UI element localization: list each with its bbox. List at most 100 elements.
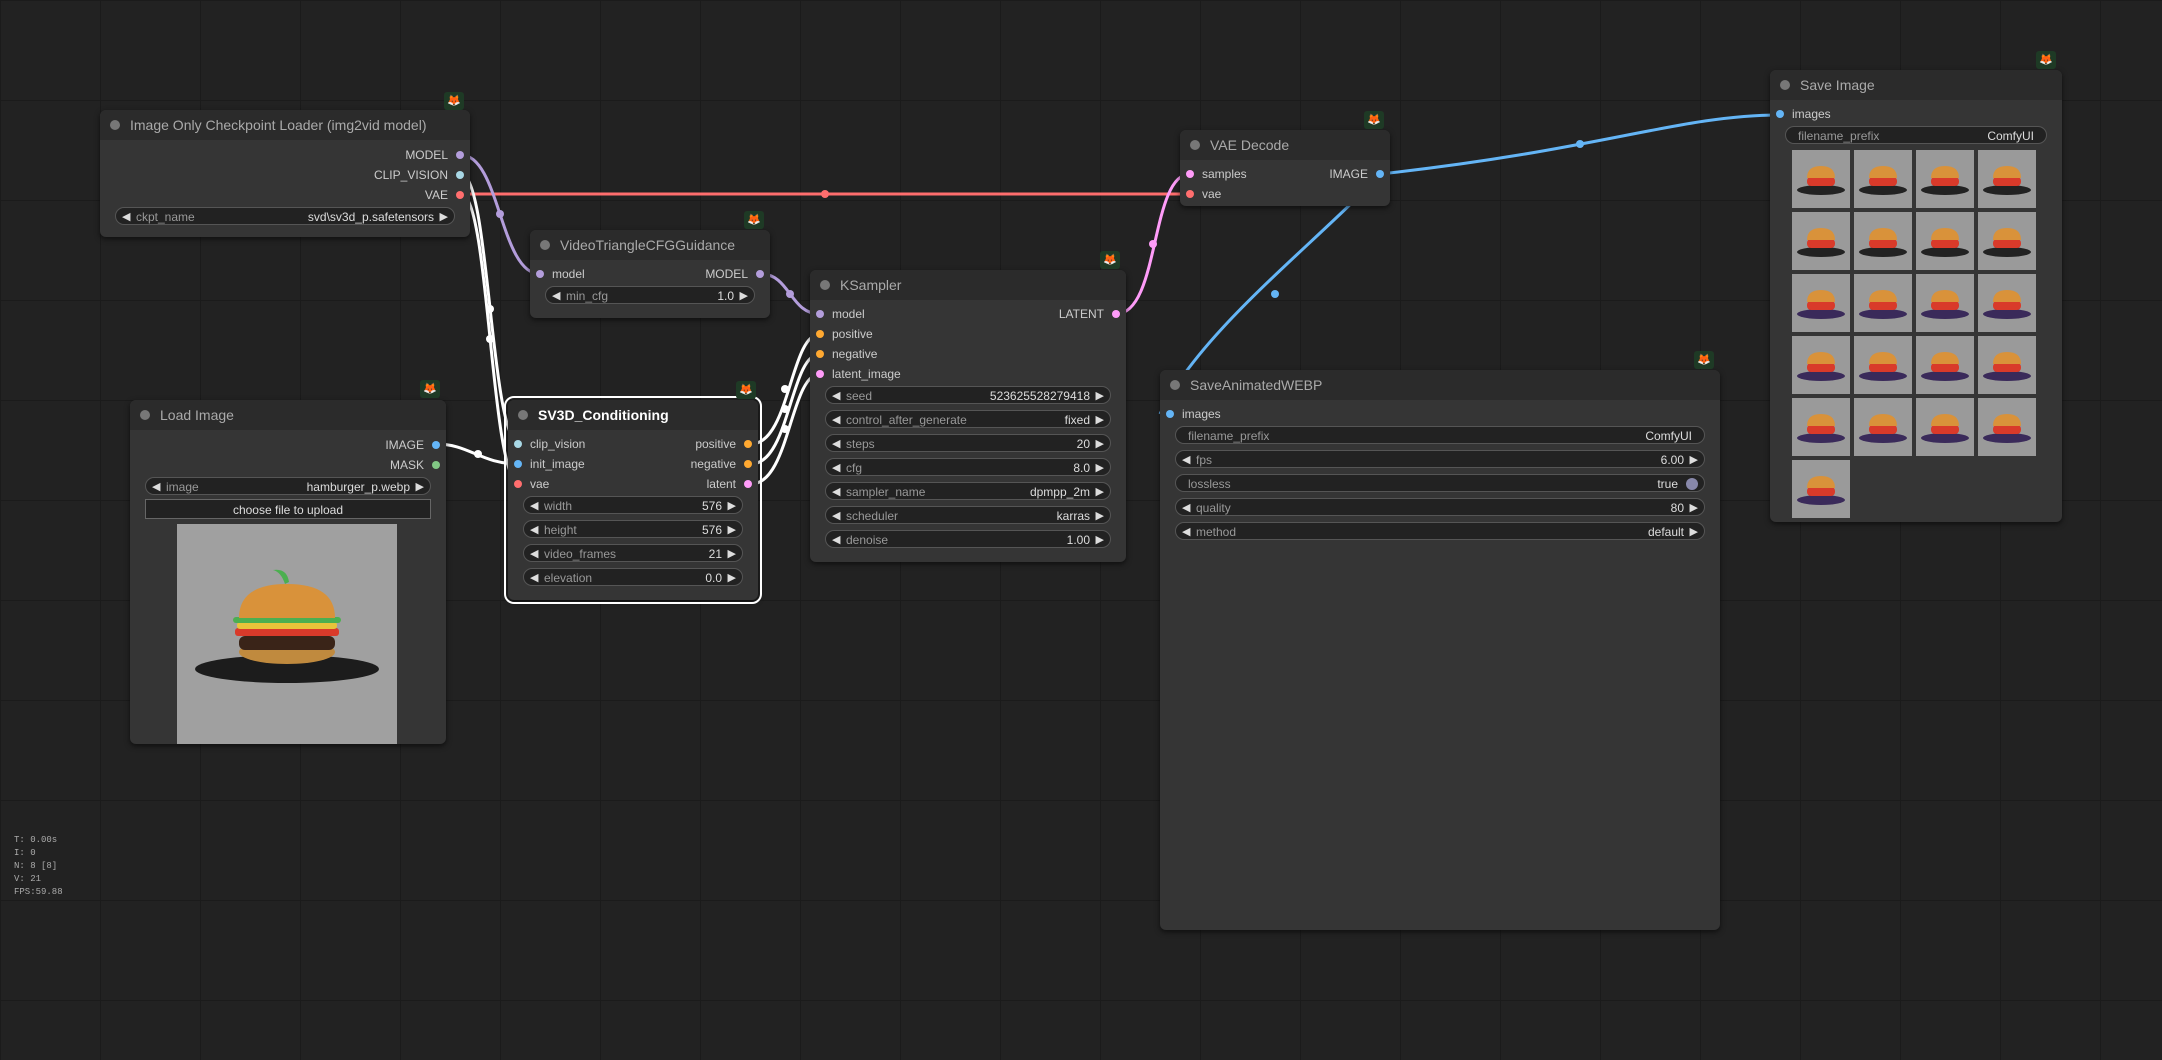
arrow-right-icon[interactable]: ▶ <box>727 524 736 536</box>
output-model[interactable]: MODEL <box>405 147 464 163</box>
arrow-left-icon[interactable]: ◀ <box>530 572 539 584</box>
collapse-dot[interactable] <box>1780 80 1790 90</box>
filename-prefix-widget[interactable]: filename_prefix ComfyUI <box>1785 126 2047 144</box>
output-latent[interactable]: latent <box>707 476 752 492</box>
collapse-dot[interactable] <box>518 410 528 420</box>
input-positive[interactable]: positive <box>816 326 873 342</box>
output-thumbnail[interactable] <box>1978 336 2036 394</box>
arrow-left-icon[interactable]: ◀ <box>832 486 841 498</box>
quality-widget[interactable]: ◀ quality 80 ▶ <box>1175 498 1705 516</box>
steps-widget[interactable]: ◀ steps 20 ▶ <box>825 434 1111 452</box>
output-model[interactable]: MODEL <box>705 266 764 282</box>
control-after-generate-widget[interactable]: ◀ control_after_generate fixed ▶ <box>825 410 1111 428</box>
image-select-widget[interactable]: ◀ image hamburger_p.webp ▶ <box>145 477 431 495</box>
output-pin[interactable] <box>1376 170 1384 178</box>
output-thumbnail[interactable] <box>1854 398 1912 456</box>
output-thumbnail[interactable] <box>1854 212 1912 270</box>
output-thumbnail[interactable] <box>1978 212 2036 270</box>
input-vae[interactable]: vae <box>514 476 549 492</box>
arrow-left-icon[interactable]: ◀ <box>832 390 841 402</box>
node-load-image[interactable]: Load Image IMAGE MASK ◀ image hamburger_… <box>130 400 446 744</box>
node-title[interactable]: SV3D_Conditioning <box>508 400 758 430</box>
collapse-dot[interactable] <box>1190 140 1200 150</box>
arrow-left-icon[interactable]: ◀ <box>832 510 841 522</box>
output-pin[interactable] <box>744 460 752 468</box>
arrow-left-icon[interactable]: ◀ <box>832 438 841 450</box>
input-pin[interactable] <box>816 370 824 378</box>
arrow-left-icon[interactable]: ◀ <box>152 481 161 493</box>
input-pin[interactable] <box>816 310 824 318</box>
arrow-right-icon[interactable]: ▶ <box>415 481 424 493</box>
ckpt-name-widget[interactable]: ◀ ckpt_name svd\sv3d_p.safetensors ▶ <box>115 207 455 225</box>
arrow-left-icon[interactable]: ◀ <box>1182 454 1191 466</box>
input-latent-image[interactable]: latent_image <box>816 366 901 382</box>
input-pin[interactable] <box>1186 170 1194 178</box>
input-images[interactable]: images <box>1166 406 1221 422</box>
output-thumbnail[interactable] <box>1978 274 2036 332</box>
node-title[interactable]: Image Only Checkpoint Loader (img2vid mo… <box>100 110 470 140</box>
arrow-right-icon[interactable]: ▶ <box>1095 510 1104 522</box>
arrow-left-icon[interactable]: ◀ <box>1182 526 1191 538</box>
output-thumbnail[interactable] <box>1792 460 1850 518</box>
choose-file-button[interactable]: choose file to upload <box>145 499 431 519</box>
arrow-right-icon[interactable]: ▶ <box>1689 502 1698 514</box>
output-thumbnail[interactable] <box>1792 336 1850 394</box>
width-widget[interactable]: ◀ width 576 ▶ <box>523 496 743 514</box>
arrow-left-icon[interactable]: ◀ <box>122 211 131 223</box>
output-thumbnail[interactable] <box>1916 398 1974 456</box>
arrow-left-icon[interactable]: ◀ <box>552 290 561 302</box>
scheduler-widget[interactable]: ◀ scheduler karras ▶ <box>825 506 1111 524</box>
arrow-right-icon[interactable]: ▶ <box>1095 486 1104 498</box>
output-thumbnail[interactable] <box>1916 150 1974 208</box>
output-clip-vision[interactable]: CLIP_VISION <box>374 167 464 183</box>
output-thumbnail[interactable] <box>1916 212 1974 270</box>
output-pin[interactable] <box>756 270 764 278</box>
min-cfg-widget[interactable]: ◀ min_cfg 1.0 ▶ <box>545 286 755 304</box>
input-samples[interactable]: samples <box>1186 166 1247 182</box>
input-negative[interactable]: negative <box>816 346 877 362</box>
output-thumbnail[interactable] <box>1792 212 1850 270</box>
arrow-left-icon[interactable]: ◀ <box>832 414 841 426</box>
arrow-right-icon[interactable]: ▶ <box>727 548 736 560</box>
output-image[interactable]: IMAGE <box>1329 166 1384 182</box>
collapse-dot[interactable] <box>1170 380 1180 390</box>
arrow-right-icon[interactable]: ▶ <box>1689 454 1698 466</box>
arrow-right-icon[interactable]: ▶ <box>1095 390 1104 402</box>
output-thumbnail[interactable] <box>1916 336 1974 394</box>
input-init-image[interactable]: init_image <box>514 456 585 472</box>
fps-widget[interactable]: ◀ fps 6.00 ▶ <box>1175 450 1705 468</box>
node-save-animated-webp[interactable]: SaveAnimatedWEBP images filename_prefix C… <box>1160 370 1720 930</box>
arrow-right-icon[interactable]: ▶ <box>1095 438 1104 450</box>
node-title[interactable]: KSampler <box>810 270 1126 300</box>
input-pin[interactable] <box>514 460 522 468</box>
output-latent[interactable]: LATENT <box>1059 306 1120 322</box>
arrow-right-icon[interactable]: ▶ <box>739 290 748 302</box>
output-mask[interactable]: MASK <box>390 457 440 473</box>
arrow-right-icon[interactable]: ▶ <box>1689 526 1698 538</box>
arrow-left-icon[interactable]: ◀ <box>530 524 539 536</box>
arrow-right-icon[interactable]: ▶ <box>1095 462 1104 474</box>
input-images[interactable]: images <box>1776 106 1831 122</box>
node-title[interactable]: VideoTriangleCFGGuidance <box>530 230 770 260</box>
node-checkpoint-loader[interactable]: Image Only Checkpoint Loader (img2vid mo… <box>100 110 470 237</box>
filename-prefix-widget[interactable]: filename_prefix ComfyUI <box>1175 426 1705 444</box>
node-title[interactable]: VAE Decode <box>1180 130 1390 160</box>
input-pin[interactable] <box>1776 110 1784 118</box>
collapse-dot[interactable] <box>820 280 830 290</box>
input-pin[interactable] <box>514 480 522 488</box>
arrow-right-icon[interactable]: ▶ <box>727 572 736 584</box>
sampler-name-widget[interactable]: ◀ sampler_name dpmpp_2m ▶ <box>825 482 1111 500</box>
height-widget[interactable]: ◀ height 576 ▶ <box>523 520 743 538</box>
output-thumbnail[interactable] <box>1978 398 2036 456</box>
elevation-widget[interactable]: ◀ elevation 0.0 ▶ <box>523 568 743 586</box>
node-save-image[interactable]: Save Image images filename_prefix ComfyUI <box>1770 70 2062 522</box>
input-clip-vision[interactable]: clip_vision <box>514 436 585 452</box>
arrow-right-icon[interactable]: ▶ <box>727 500 736 512</box>
input-pin[interactable] <box>536 270 544 278</box>
input-pin[interactable] <box>1166 410 1174 418</box>
node-vae-decode[interactable]: VAE Decode samples vae IMAGE <box>1180 130 1390 206</box>
lossless-toggle[interactable]: lossless true <box>1175 474 1705 492</box>
node-title[interactable]: Save Image <box>1770 70 2062 100</box>
seed-widget[interactable]: ◀ seed 523625528279418 ▶ <box>825 386 1111 404</box>
